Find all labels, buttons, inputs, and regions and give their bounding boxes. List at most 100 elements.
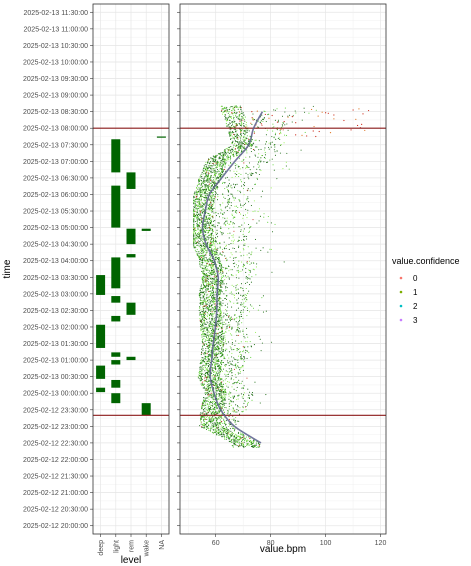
data-point bbox=[210, 255, 212, 257]
data-point bbox=[246, 307, 248, 309]
data-point bbox=[201, 297, 203, 299]
data-point bbox=[250, 226, 252, 228]
data-point bbox=[208, 277, 210, 279]
data-point bbox=[240, 367, 242, 369]
sleep-segment-rem bbox=[126, 172, 136, 189]
data-point bbox=[216, 381, 218, 383]
data-point bbox=[209, 228, 211, 230]
data-point bbox=[223, 434, 226, 436]
data-point bbox=[225, 377, 227, 380]
data-point bbox=[219, 385, 221, 387]
y-tick-label: 2025-02-13 03:30:00 bbox=[23, 275, 88, 282]
data-point bbox=[229, 301, 232, 303]
data-point bbox=[214, 198, 216, 200]
data-point bbox=[206, 364, 208, 366]
data-point bbox=[236, 437, 238, 439]
data-point bbox=[229, 393, 231, 395]
data-point bbox=[211, 308, 213, 310]
data-point bbox=[259, 169, 261, 171]
data-point bbox=[205, 218, 207, 221]
data-point bbox=[200, 217, 202, 219]
data-point bbox=[201, 177, 203, 180]
data-point bbox=[245, 167, 247, 169]
data-point bbox=[221, 173, 223, 176]
data-point bbox=[247, 223, 250, 226]
data-point bbox=[233, 395, 235, 397]
data-point bbox=[206, 378, 208, 380]
data-point bbox=[219, 312, 221, 314]
data-point bbox=[208, 278, 210, 280]
data-point bbox=[236, 326, 238, 328]
data-point bbox=[211, 419, 213, 421]
data-point bbox=[204, 397, 206, 399]
y-tick-label: 2025-02-12 20:30:00 bbox=[23, 507, 88, 514]
data-point bbox=[204, 255, 206, 257]
left-panel bbox=[92, 3, 170, 535]
data-point bbox=[209, 275, 211, 277]
data-point bbox=[205, 408, 207, 410]
data-point bbox=[220, 432, 222, 434]
data-point bbox=[222, 171, 224, 173]
data-point bbox=[193, 206, 195, 208]
data-point bbox=[239, 331, 241, 333]
data-point bbox=[234, 197, 236, 199]
data-point bbox=[200, 371, 202, 373]
data-point bbox=[239, 226, 241, 228]
data-point bbox=[216, 328, 218, 330]
data-point bbox=[228, 419, 231, 421]
data-point bbox=[215, 362, 217, 364]
data-point bbox=[208, 318, 210, 320]
data-point bbox=[252, 188, 254, 190]
data-point bbox=[200, 354, 202, 356]
data-point bbox=[251, 392, 254, 394]
data-point bbox=[199, 289, 201, 292]
data-point bbox=[211, 288, 214, 290]
data-point bbox=[231, 326, 233, 328]
data-point bbox=[213, 357, 216, 359]
data-point bbox=[212, 235, 214, 237]
data-point bbox=[211, 370, 213, 372]
data-point bbox=[208, 179, 210, 181]
data-point bbox=[246, 281, 248, 283]
data-point bbox=[224, 365, 226, 368]
data-point bbox=[217, 323, 219, 325]
data-point bbox=[215, 232, 217, 234]
data-point bbox=[203, 334, 205, 336]
data-point bbox=[236, 284, 238, 286]
data-point bbox=[205, 422, 207, 424]
data-point bbox=[216, 233, 218, 235]
data-point bbox=[202, 301, 204, 303]
data-point bbox=[193, 230, 195, 232]
data-point bbox=[202, 348, 204, 350]
data-point bbox=[245, 306, 247, 308]
data-point bbox=[217, 314, 220, 316]
data-point bbox=[208, 368, 210, 370]
data-point bbox=[229, 333, 231, 335]
data-point bbox=[234, 186, 236, 188]
data-point bbox=[212, 294, 214, 296]
sleep-segment-rem bbox=[126, 228, 136, 245]
y-tick-label: 2025-02-13 09:30:00 bbox=[23, 76, 88, 83]
data-point bbox=[248, 391, 251, 393]
data-point bbox=[233, 379, 235, 381]
data-point bbox=[231, 293, 233, 295]
data-point bbox=[234, 374, 236, 376]
data-point bbox=[217, 329, 219, 331]
data-point bbox=[246, 309, 249, 312]
data-point bbox=[224, 207, 226, 209]
data-point bbox=[206, 188, 208, 190]
data-point bbox=[231, 432, 233, 434]
data-point bbox=[212, 429, 214, 431]
data-point bbox=[237, 439, 239, 441]
data-point bbox=[204, 266, 206, 268]
data-point bbox=[201, 375, 203, 378]
data-point bbox=[222, 338, 224, 340]
data-point bbox=[221, 337, 223, 339]
data-point bbox=[203, 364, 205, 366]
data-point bbox=[226, 327, 228, 329]
data-point bbox=[196, 211, 199, 213]
data-point bbox=[226, 429, 229, 431]
data-point bbox=[209, 236, 211, 238]
data-point bbox=[210, 172, 212, 174]
data-point bbox=[211, 301, 213, 303]
